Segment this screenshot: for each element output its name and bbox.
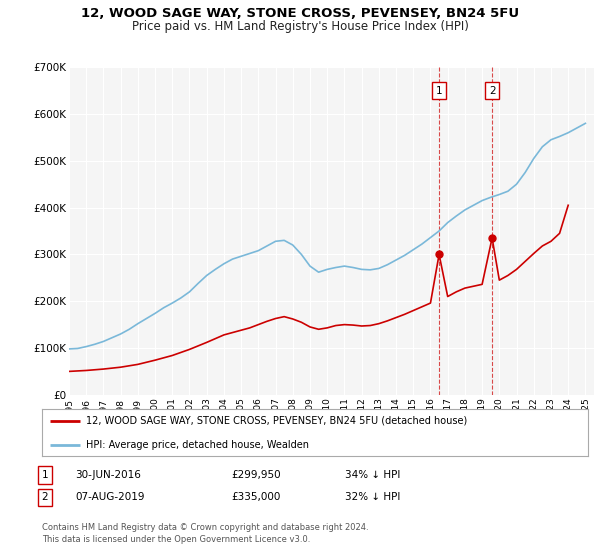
Text: 32% ↓ HPI: 32% ↓ HPI bbox=[345, 492, 400, 502]
Text: 30-JUN-2016: 30-JUN-2016 bbox=[75, 470, 141, 480]
Text: 34% ↓ HPI: 34% ↓ HPI bbox=[345, 470, 400, 480]
Text: 2: 2 bbox=[41, 492, 49, 502]
Text: This data is licensed under the Open Government Licence v3.0.: This data is licensed under the Open Gov… bbox=[42, 535, 310, 544]
Text: 12, WOOD SAGE WAY, STONE CROSS, PEVENSEY, BN24 5FU (detached house): 12, WOOD SAGE WAY, STONE CROSS, PEVENSEY… bbox=[86, 416, 467, 426]
Text: 07-AUG-2019: 07-AUG-2019 bbox=[75, 492, 145, 502]
Text: 1: 1 bbox=[436, 86, 442, 96]
Text: 2: 2 bbox=[489, 86, 496, 96]
Text: 12, WOOD SAGE WAY, STONE CROSS, PEVENSEY, BN24 5FU: 12, WOOD SAGE WAY, STONE CROSS, PEVENSEY… bbox=[81, 7, 519, 20]
Text: £299,950: £299,950 bbox=[231, 470, 281, 480]
Text: HPI: Average price, detached house, Wealden: HPI: Average price, detached house, Weal… bbox=[86, 440, 308, 450]
Text: Price paid vs. HM Land Registry's House Price Index (HPI): Price paid vs. HM Land Registry's House … bbox=[131, 20, 469, 32]
Text: Contains HM Land Registry data © Crown copyright and database right 2024.: Contains HM Land Registry data © Crown c… bbox=[42, 523, 368, 532]
Text: £335,000: £335,000 bbox=[231, 492, 280, 502]
Text: 1: 1 bbox=[41, 470, 49, 480]
